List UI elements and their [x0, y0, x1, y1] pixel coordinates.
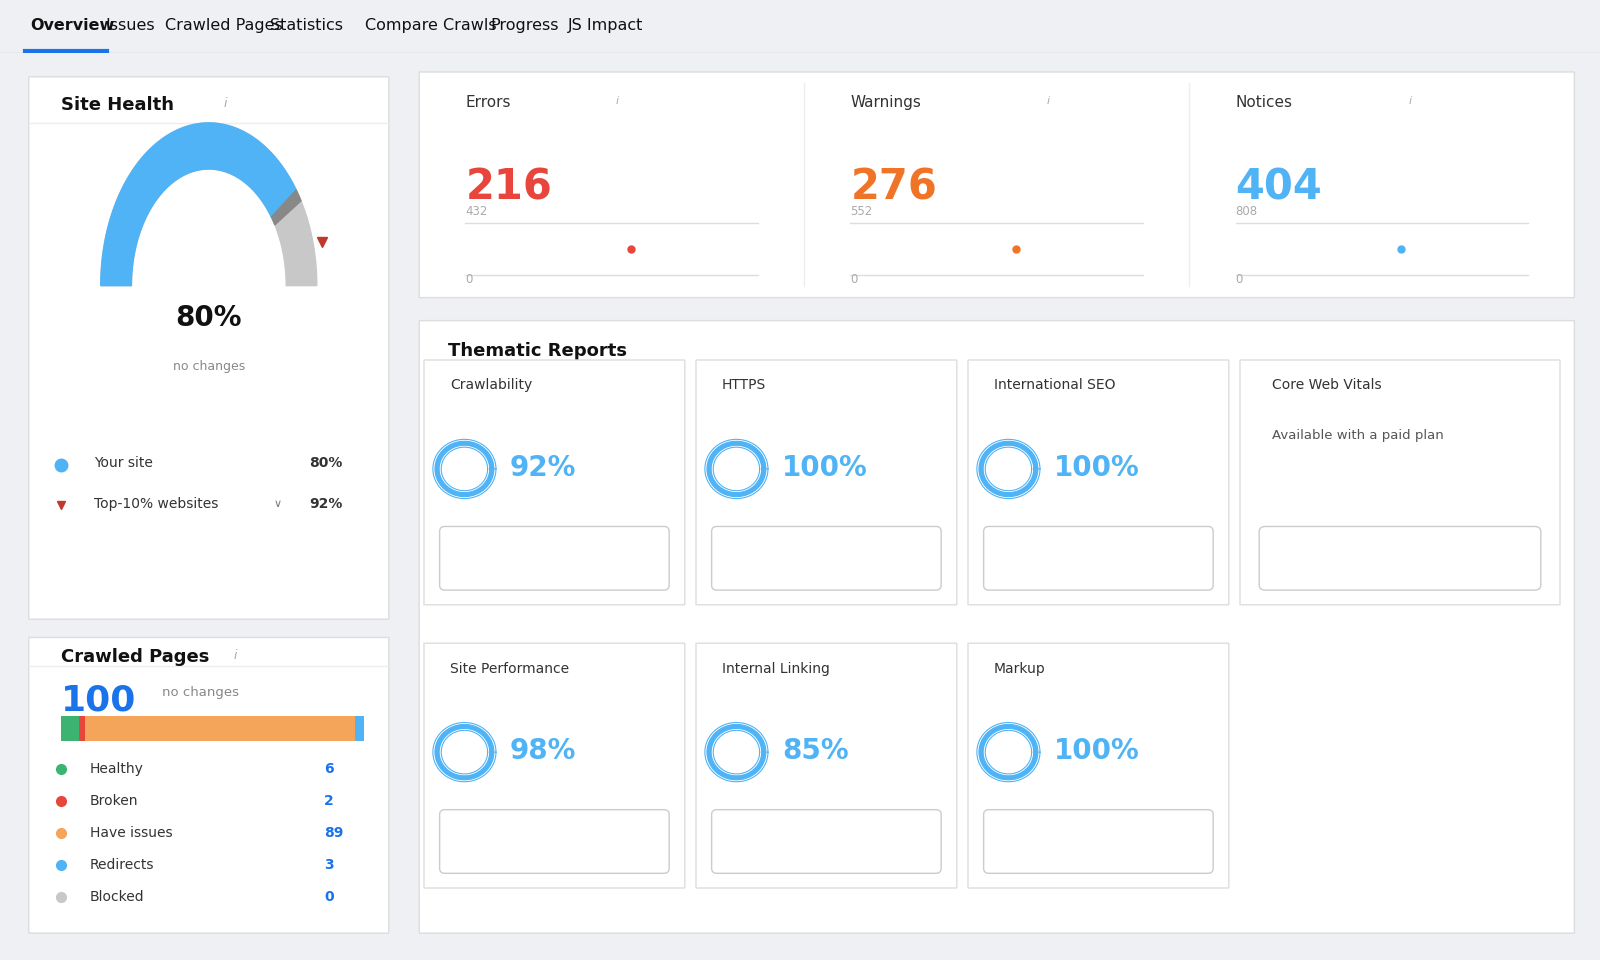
Text: no changes: no changes	[173, 361, 245, 373]
Text: i: i	[222, 97, 227, 110]
Text: Healthy: Healthy	[90, 762, 144, 776]
Text: 3: 3	[323, 858, 334, 872]
Text: 80%: 80%	[310, 456, 342, 470]
Text: 216: 216	[466, 167, 552, 208]
Polygon shape	[272, 190, 301, 225]
FancyBboxPatch shape	[712, 809, 941, 874]
Text: 432: 432	[466, 204, 488, 218]
Text: 98%: 98%	[510, 737, 576, 765]
FancyBboxPatch shape	[712, 526, 941, 590]
Text: 92%: 92%	[310, 496, 342, 511]
Text: 89: 89	[323, 826, 344, 840]
Text: Have issues: Have issues	[90, 826, 173, 840]
Text: 6: 6	[323, 762, 334, 776]
Text: View details: View details	[1061, 834, 1136, 847]
Polygon shape	[101, 123, 317, 286]
Text: 276: 276	[851, 167, 938, 208]
Text: Warnings: Warnings	[851, 95, 922, 109]
Text: 100%: 100%	[1054, 454, 1139, 482]
Text: Notices: Notices	[1235, 95, 1293, 109]
FancyBboxPatch shape	[424, 360, 685, 605]
FancyBboxPatch shape	[440, 809, 669, 874]
FancyBboxPatch shape	[984, 526, 1213, 590]
Text: Broken: Broken	[90, 794, 139, 808]
Text: View details: View details	[517, 834, 592, 847]
Text: International SEO: International SEO	[994, 378, 1115, 393]
Text: 0: 0	[323, 890, 334, 903]
FancyBboxPatch shape	[80, 716, 85, 741]
Text: JS Impact: JS Impact	[568, 18, 643, 33]
Text: 100: 100	[61, 684, 136, 717]
Text: 85%: 85%	[782, 737, 848, 765]
Text: 2: 2	[323, 794, 334, 808]
Text: Statistics: Statistics	[270, 18, 342, 33]
FancyBboxPatch shape	[61, 716, 80, 741]
FancyBboxPatch shape	[1240, 360, 1560, 605]
Text: HTTPS: HTTPS	[722, 378, 766, 393]
Text: Crawled Pages: Crawled Pages	[165, 18, 283, 33]
Text: Overview: Overview	[30, 18, 114, 33]
FancyBboxPatch shape	[440, 526, 669, 590]
Polygon shape	[101, 123, 296, 286]
FancyBboxPatch shape	[355, 716, 363, 741]
Text: View details: View details	[517, 551, 592, 564]
Text: Redirects: Redirects	[90, 858, 155, 872]
Text: 100%: 100%	[1054, 737, 1139, 765]
Text: View more: View more	[1366, 551, 1434, 564]
FancyBboxPatch shape	[968, 360, 1229, 605]
Text: i: i	[616, 96, 619, 106]
Text: Crawlability: Crawlability	[450, 378, 533, 393]
Text: i: i	[234, 649, 237, 661]
Text: Thematic Reports: Thematic Reports	[448, 342, 627, 360]
Text: 80%: 80%	[176, 304, 242, 332]
Text: Top-10% websites: Top-10% websites	[93, 496, 218, 511]
Text: Compare Crawls: Compare Crawls	[365, 18, 496, 33]
Text: Internal Linking: Internal Linking	[722, 661, 830, 676]
FancyBboxPatch shape	[29, 77, 389, 619]
Text: Site Performance: Site Performance	[450, 661, 570, 676]
FancyBboxPatch shape	[29, 637, 389, 933]
FancyBboxPatch shape	[419, 321, 1574, 933]
FancyBboxPatch shape	[984, 809, 1213, 874]
Text: ∨: ∨	[274, 498, 282, 509]
Text: View details: View details	[789, 551, 864, 564]
Text: Markup: Markup	[994, 661, 1046, 676]
Text: 0: 0	[851, 274, 858, 286]
Text: Your site: Your site	[93, 456, 152, 470]
Text: Core Web Vitals: Core Web Vitals	[1272, 378, 1382, 393]
Text: Errors: Errors	[466, 95, 510, 109]
FancyBboxPatch shape	[85, 716, 355, 741]
Text: Site Health: Site Health	[61, 96, 174, 114]
Text: View details: View details	[1061, 551, 1136, 564]
Text: i: i	[1410, 96, 1411, 106]
FancyBboxPatch shape	[1259, 526, 1541, 590]
Text: Issues: Issues	[106, 18, 155, 33]
Text: Crawled Pages: Crawled Pages	[61, 648, 210, 666]
Text: 92%: 92%	[510, 454, 576, 482]
FancyBboxPatch shape	[419, 72, 1574, 298]
FancyBboxPatch shape	[696, 360, 957, 605]
Text: Blocked: Blocked	[90, 890, 144, 903]
FancyBboxPatch shape	[696, 643, 957, 888]
Text: 0: 0	[1235, 274, 1243, 286]
Text: Progress: Progress	[490, 18, 558, 33]
FancyBboxPatch shape	[968, 643, 1229, 888]
Text: i: i	[1046, 96, 1050, 106]
Text: 808: 808	[1235, 204, 1258, 218]
Text: 0: 0	[466, 274, 472, 286]
Text: 100%: 100%	[782, 454, 867, 482]
Text: no changes: no changes	[162, 686, 238, 699]
FancyBboxPatch shape	[424, 643, 685, 888]
Text: 404: 404	[1235, 167, 1322, 208]
Text: 552: 552	[851, 204, 872, 218]
Text: Available with a paid plan: Available with a paid plan	[1272, 428, 1443, 442]
Text: View details: View details	[789, 834, 864, 847]
